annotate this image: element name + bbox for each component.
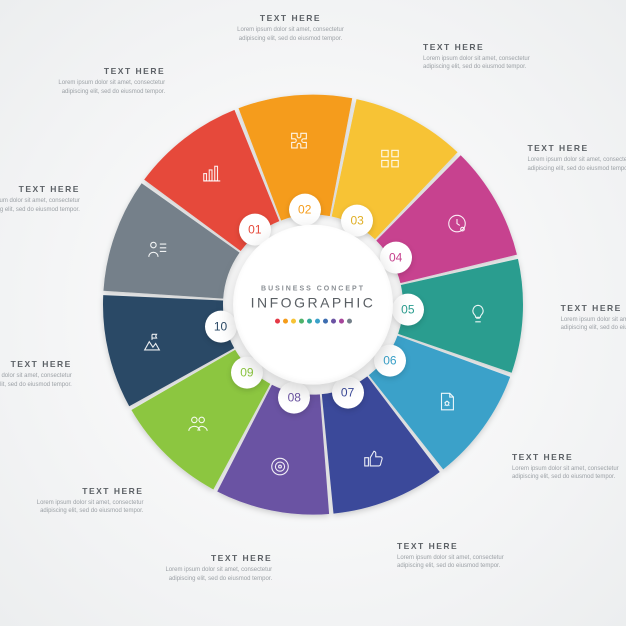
grid-icon [377,146,403,172]
label-body: Lorem ipsum dolor sit amet, consectetur … [152,566,272,583]
center-dot [339,319,344,324]
bulb-icon [465,301,491,327]
chart-icon [199,161,225,187]
label-body: Lorem ipsum dolor sit amet, consectetur … [397,554,517,571]
center-subtitle: BUSINESS CONCEPT [261,286,365,293]
label-heading: TEXT HERE [527,143,626,153]
label-heading: TEXT HERE [397,541,517,551]
label-body: Lorem ipsum dolor sit amet, consectetur … [23,499,143,516]
label-01: TEXT HERE Lorem ipsum dolor sit amet, con… [45,66,165,96]
label-body: Lorem ipsum dolor sit amet, consectetur … [512,465,626,482]
people-icon [185,410,211,436]
center-dot [323,319,328,324]
center-dots [275,319,352,324]
center-dot [291,319,296,324]
center-dot [283,319,288,324]
puzzle-icon [286,127,312,153]
target-icon [267,453,293,479]
flag-mtn-icon [139,329,165,355]
label-body: Lorem ipsum dolor sit amet, consectetur … [561,316,626,333]
label-05: TEXT HERE Lorem ipsum dolor sit amet, con… [561,303,626,333]
number-bubble-10: 10 [205,310,237,342]
label-03: TEXT HERE Lorem ipsum dolor sit amet, con… [423,42,543,72]
clock-user-icon [444,210,470,236]
center-hub: BUSINESS CONCEPT INFOGRAPHIC [233,225,393,385]
center-dot [307,319,312,324]
doc-gear-icon [434,388,460,414]
label-09: TEXT HERE Lorem ipsum dolor sit amet, con… [23,486,143,516]
center-dot [275,319,280,324]
label-heading: TEXT HERE [512,452,626,462]
label-heading: TEXT HERE [152,553,272,563]
label-heading: TEXT HERE [561,303,626,313]
label-gray: TEXT HERE Lorem ipsum dolor sit amet, con… [0,184,80,214]
label-heading: TEXT HERE [45,66,165,76]
label-body: Lorem ipsum dolor sit amet, consectetur … [231,26,351,43]
label-body: Lorem ipsum dolor sit amet, consectetur … [0,372,72,389]
thumb-icon [360,445,386,471]
label-heading: TEXT HERE [231,13,351,23]
number-bubble-05: 05 [392,294,424,326]
label-heading: TEXT HERE [0,359,72,369]
label-08: TEXT HERE Lorem ipsum dolor sit amet, con… [152,553,272,583]
label-06: TEXT HERE Lorem ipsum dolor sit amet, con… [512,452,626,482]
label-body: Lorem ipsum dolor sit amet, consectetur … [0,197,80,214]
label-02: TEXT HERE Lorem ipsum dolor sit amet, con… [231,13,351,43]
infographic-stage: BUSINESS CONCEPT INFOGRAPHIC 01020304050… [103,95,523,515]
label-07: TEXT HERE Lorem ipsum dolor sit amet, con… [397,541,517,571]
label-heading: TEXT HERE [23,486,143,496]
number-bubble-08: 08 [278,382,310,414]
label-body: Lorem ipsum dolor sit amet, consectetur … [45,79,165,96]
number-bubble-02: 02 [289,194,321,226]
center-title: INFOGRAPHIC [251,295,376,311]
label-10: TEXT HERE Lorem ipsum dolor sit amet, con… [0,359,72,389]
label-heading: TEXT HERE [423,42,543,52]
label-04: TEXT HERE Lorem ipsum dolor sit amet, con… [527,143,626,173]
center-dot [347,319,352,324]
center-dot [315,319,320,324]
label-body: Lorem ipsum dolor sit amet, consectetur … [527,156,626,173]
label-body: Lorem ipsum dolor sit amet, consectetur … [423,55,543,72]
label-heading: TEXT HERE [0,184,80,194]
list-person-icon [145,236,171,262]
center-dot [331,319,336,324]
number-bubble-07: 07 [332,377,364,409]
center-dot [299,319,304,324]
